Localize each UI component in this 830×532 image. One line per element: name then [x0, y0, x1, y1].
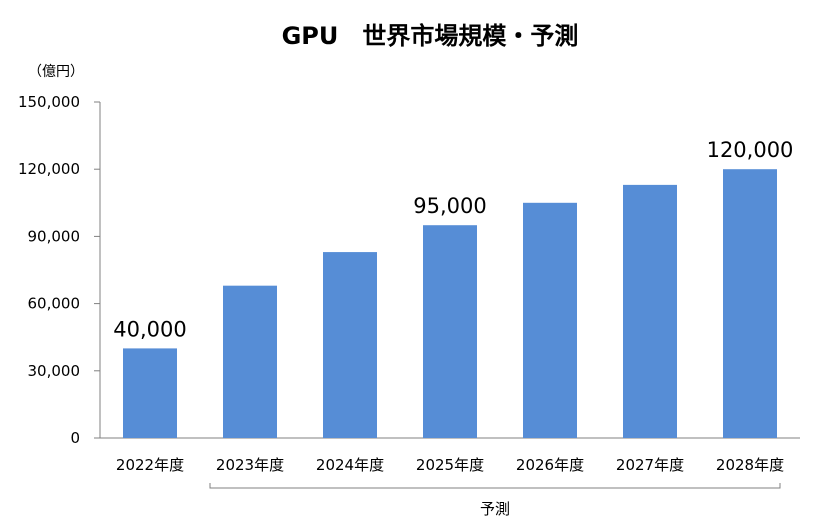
x-category-label: 2022年度: [116, 456, 184, 474]
data-label: 120,000: [707, 138, 794, 162]
y-tick-label: 60,000: [28, 295, 81, 313]
forecast-bracket: 予測: [209, 483, 781, 518]
x-category-label: 2024年度: [316, 456, 384, 474]
forecast-bracket-line: [209, 483, 781, 489]
bar: [623, 184, 677, 438]
category-labels: 2022年度 2023年度 2024年度 2025年度 2026年度 2027年度 2028…: [116, 456, 784, 474]
bar: [223, 285, 277, 438]
y-tick-label: 120,000: [18, 160, 80, 178]
bar: [123, 348, 177, 438]
data-labels: 40,000 95,000 120,000: [113, 138, 793, 341]
y-tick-label: 30,000: [28, 362, 81, 380]
data-label: 95,000: [413, 194, 486, 218]
y-tick-label: 150,000: [18, 93, 80, 111]
bar: [423, 225, 477, 438]
data-label: 40,000: [113, 317, 186, 341]
forecast-bracket-label: 予測: [480, 500, 510, 518]
x-category-label: 2026年度: [516, 456, 584, 474]
y-tick-label: 0: [70, 429, 80, 447]
y-axis-unit-label: （億円）: [28, 64, 84, 80]
y-axis: 0 30,000 60,000 90,000 120,000 150,000: [18, 93, 101, 447]
bar: [323, 252, 377, 438]
bar: [523, 202, 577, 438]
x-category-label: 2023年度: [216, 456, 284, 474]
x-category-label: 2028年度: [716, 456, 784, 474]
chart-title: GPU 世界市場規模・予測: [282, 22, 579, 50]
bar: [723, 169, 777, 438]
bars: [123, 169, 777, 438]
y-tick-label: 90,000: [28, 227, 81, 245]
x-category-label: 2025年度: [416, 456, 484, 474]
x-category-label: 2027年度: [616, 456, 684, 474]
